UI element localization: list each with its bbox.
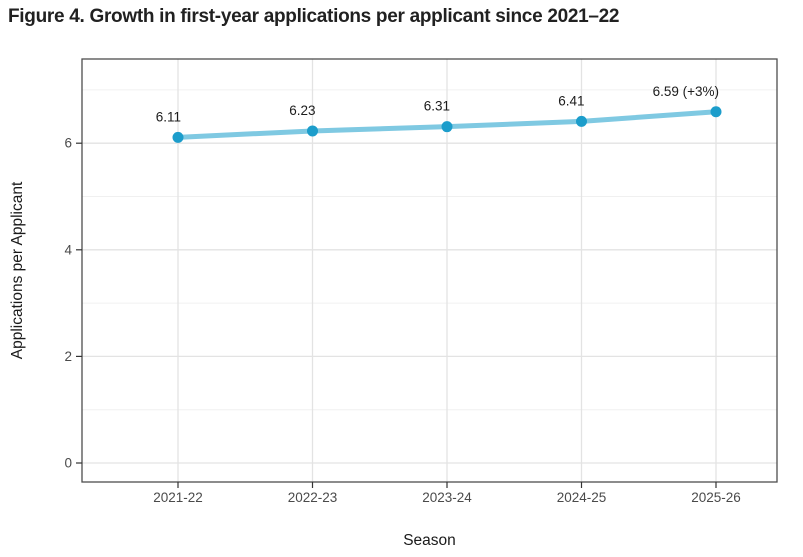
data-point-label: 6.59 (+3%) bbox=[653, 84, 719, 99]
y-tick-label: 0 bbox=[64, 456, 72, 471]
data-point-label: 6.23 bbox=[289, 103, 315, 118]
y-tick-label: 4 bbox=[64, 242, 72, 257]
data-point bbox=[307, 125, 318, 137]
y-tick-label: 2 bbox=[64, 349, 72, 364]
data-point-label: 6.11 bbox=[156, 109, 181, 124]
x-tick-label: 2022-23 bbox=[288, 490, 338, 505]
x-tick-label: 2023-24 bbox=[422, 490, 472, 505]
data-point bbox=[576, 115, 587, 127]
data-point bbox=[441, 121, 453, 133]
x-tick-label: 2025-26 bbox=[691, 490, 741, 505]
data-point bbox=[172, 131, 184, 143]
data-point-label: 6.41 bbox=[558, 93, 584, 108]
y-tick-label: 6 bbox=[64, 136, 72, 151]
figure-title: Figure 4. Growth in first-year applicati… bbox=[8, 6, 620, 27]
y-axis-title: Applications per Applicant bbox=[9, 181, 26, 359]
data-point-label: 6.31 bbox=[424, 99, 450, 114]
x-tick-label: 2021-22 bbox=[153, 490, 203, 505]
plot-border bbox=[81, 58, 778, 483]
data-point bbox=[710, 106, 722, 118]
x-tick-label: 2024-25 bbox=[557, 490, 607, 505]
x-axis-title: Season bbox=[403, 532, 456, 549]
